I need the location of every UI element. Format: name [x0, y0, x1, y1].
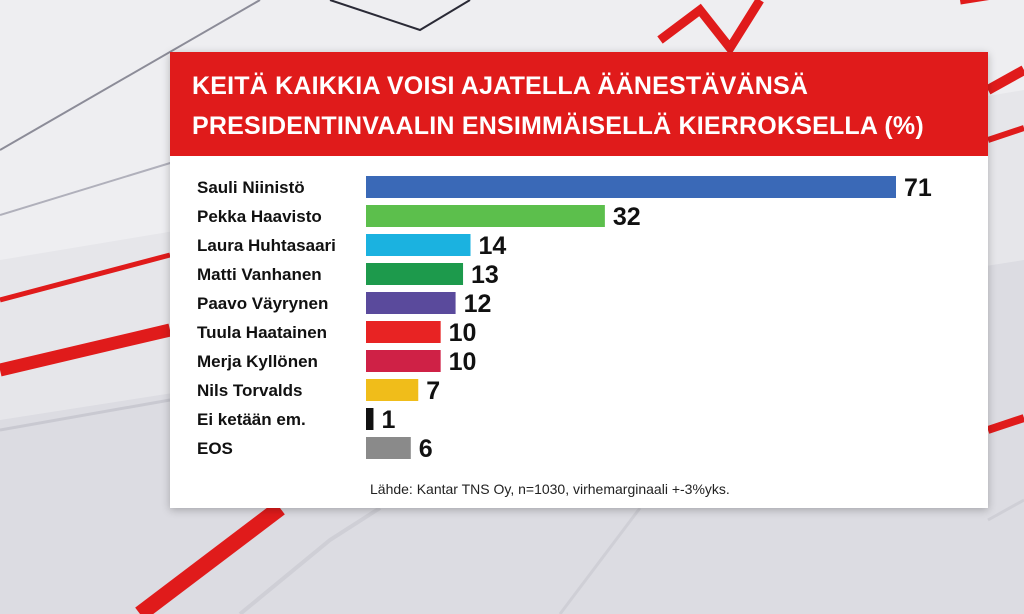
- category-label: Tuula Haatainen: [197, 323, 327, 342]
- chart-title-line-1: KEITÄ KAIKKIA VOISI AJATELLA ÄÄNESTÄVÄNS…: [192, 72, 809, 100]
- bar-value-label: 6: [419, 435, 433, 463]
- category-label: Sauli Niinistö: [197, 178, 305, 197]
- category-label: Nils Torvalds: [197, 381, 303, 400]
- chart-header: KEITÄ KAIKKIA VOISI AJATELLA ÄÄNESTÄVÄNS…: [170, 52, 988, 156]
- bar-value-label: 13: [471, 261, 499, 289]
- bar-value-label: 71: [904, 174, 932, 202]
- category-label: Paavo Väyrynen: [197, 294, 328, 313]
- bar-value-label: 1: [381, 406, 395, 434]
- bar: [366, 292, 456, 314]
- chart-card: KEITÄ KAIKKIA VOISI AJATELLA ÄÄNESTÄVÄNS…: [170, 52, 988, 508]
- bar-value-label: 10: [449, 348, 477, 376]
- bar: [366, 176, 896, 198]
- category-label: EOS: [197, 439, 233, 458]
- category-label: Ei ketään em.: [197, 410, 306, 429]
- category-label: Matti Vanhanen: [197, 265, 322, 284]
- bar-value-label: 14: [479, 232, 507, 260]
- bar-value-label: 10: [449, 319, 477, 347]
- bar: [366, 408, 374, 430]
- bar: [366, 234, 471, 256]
- bar-value-label: 32: [613, 203, 641, 231]
- bar: [366, 321, 441, 343]
- category-label: Laura Huhtasaari: [197, 236, 336, 255]
- category-label: Merja Kyllönen: [197, 352, 318, 371]
- bar: [366, 205, 605, 227]
- bar: [366, 350, 441, 372]
- source-note: Lähde: Kantar TNS Oy, n=1030, virhemargi…: [370, 481, 730, 497]
- bar: [366, 263, 464, 285]
- bar-value-label: 12: [464, 290, 492, 318]
- category-label: Pekka Haavisto: [197, 207, 322, 226]
- chart-title-line-2: PRESIDENTINVAALIN ENSIMMÄISELLÄ KIERROKS…: [192, 112, 924, 140]
- bar: [366, 437, 411, 459]
- bar: [366, 379, 419, 401]
- bar-value-label: 7: [426, 377, 440, 405]
